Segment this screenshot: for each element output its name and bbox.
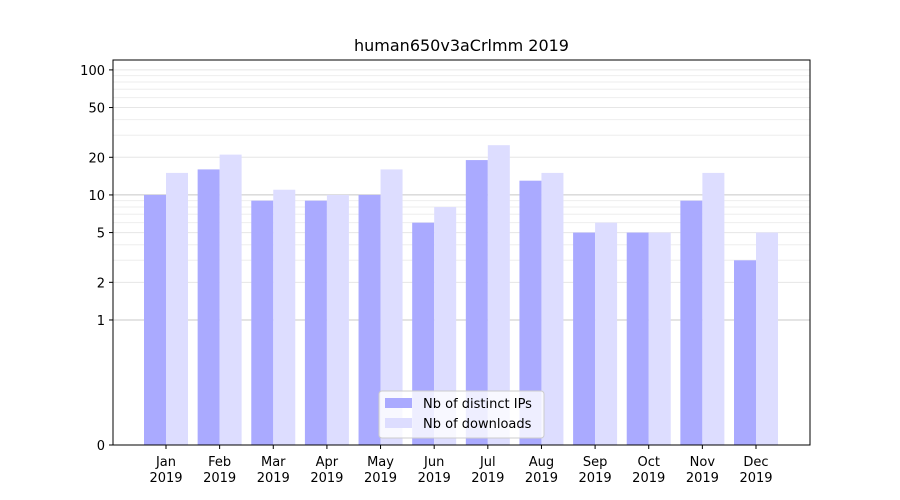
bar-downloads [541,172,564,445]
y-tick-label: 10 [88,189,105,204]
y-tick-label: 20 [88,151,105,166]
y-tick-label: 50 [88,102,105,117]
bar-downloads [326,194,349,445]
x-tick-label-month: Jun [423,455,444,470]
bar-distinct-ips [144,194,166,445]
bar-distinct-ips [734,260,756,445]
x-tick-label-month: Feb [208,455,231,470]
bar-downloads [595,222,618,445]
x-tick-label-year: 2019 [203,471,236,486]
bar-distinct-ips [465,160,488,445]
bar-downloads [380,169,403,445]
x-tick-label-year: 2019 [471,471,504,486]
bar-downloads [273,189,296,445]
x-tick-label-month: May [367,455,394,470]
bars [144,145,778,446]
bar-distinct-ips [304,200,327,445]
x-tick-label-month: Jul [479,455,496,470]
bar-downloads [487,145,510,445]
x-tick-label-month: Nov [690,455,716,470]
x-tick-label-month: Apr [316,455,339,470]
x-tick-label-year: 2019 [579,471,612,486]
bar-distinct-ips [358,194,381,445]
bar-downloads [219,154,242,446]
x-tick-label-year: 2019 [686,471,719,486]
legend-label: Nb of downloads [423,417,532,432]
bar-downloads [648,232,671,445]
y-tick-label: 100 [80,64,105,79]
bar-downloads [166,172,188,445]
x-tick-label-year: 2019 [310,471,343,486]
y-axis: 0 1 2 5 10 20 50 100 [80,64,113,454]
x-tick-label-month: Sep [583,455,608,470]
chart-title: human650v3aCrlmm 2019 [354,36,569,55]
bar-downloads [702,172,725,445]
plot-frame [112,59,811,446]
x-tick-label-year: 2019 [257,471,290,486]
legend-label: Nb of distinct IPs [423,397,532,412]
bar-distinct-ips [573,232,596,445]
x-axis: Jan2019Feb2019Mar2019Apr2019May2019Jun20… [149,445,773,486]
bar-downloads [434,207,457,445]
bar-distinct-ips [197,169,220,445]
bar-distinct-ips [519,180,542,445]
legend-swatch [385,418,412,428]
x-tick-label-year: 2019 [632,471,665,486]
legend: Nb of distinct IPs Nb of downloads [378,390,545,439]
bar-downloads [756,232,778,445]
x-tick-label-year: 2019 [364,471,397,486]
y-tick-label: 5 [97,227,105,242]
legend-swatch [385,398,412,408]
x-tick-label-year: 2019 [149,471,182,486]
y-tick-label: 0 [97,439,105,454]
x-tick-label-year: 2019 [739,471,772,486]
x-tick-label-month: Dec [743,455,768,470]
y-tick-label: 2 [97,276,105,291]
bar-distinct-ips [680,200,703,445]
bar-distinct-ips [412,222,435,445]
y-tick-label: 1 [97,314,105,329]
x-tick-label-month: Oct [637,455,659,470]
x-tick-label-month: Mar [261,455,286,470]
legend-box [378,390,545,439]
x-tick-label-month: Aug [529,455,554,470]
x-tick-label-year: 2019 [418,471,451,486]
x-tick-label-month: Jan [155,455,176,470]
x-tick-label-year: 2019 [525,471,558,486]
bar-distinct-ips [251,200,274,445]
bar-distinct-ips [626,232,649,445]
